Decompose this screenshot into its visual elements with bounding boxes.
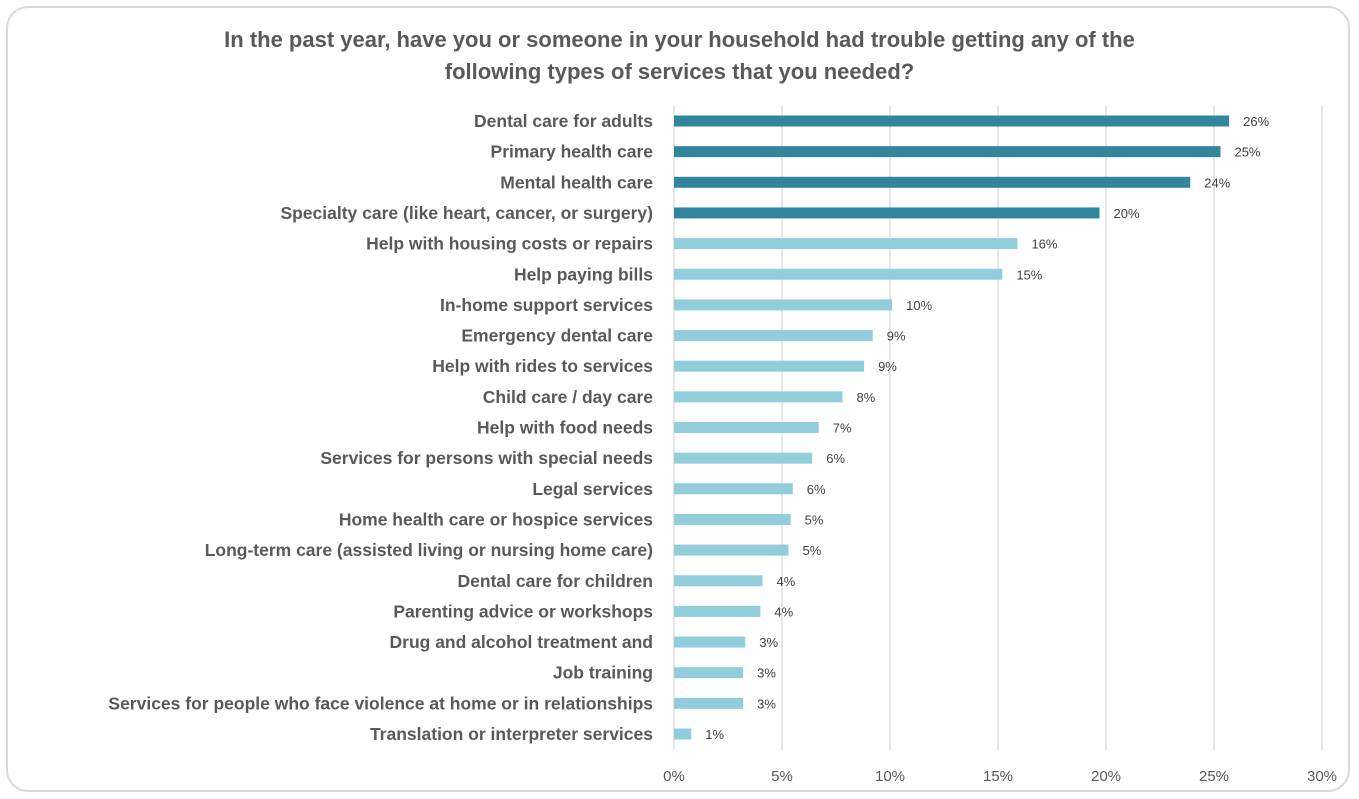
data-label: 26% bbox=[1243, 114, 1269, 129]
data-label: 25% bbox=[1234, 145, 1260, 160]
category-label: Primary health care bbox=[491, 142, 654, 162]
category-label: Dental care for children bbox=[458, 571, 653, 591]
category-label: Drug and alcohol treatment and bbox=[390, 632, 654, 652]
chart-title-line-1: In the past year, have you or someone in… bbox=[224, 27, 1135, 52]
data-label: 3% bbox=[757, 666, 776, 681]
x-tick-label: 20% bbox=[1091, 768, 1121, 785]
bar bbox=[674, 422, 819, 433]
bar bbox=[674, 697, 744, 709]
bar bbox=[674, 667, 744, 679]
x-tick-label: 25% bbox=[1199, 768, 1229, 785]
data-label: 3% bbox=[757, 696, 776, 711]
bar bbox=[674, 360, 865, 372]
bar bbox=[674, 513, 791, 525]
data-label: 7% bbox=[833, 421, 852, 436]
data-label: 4% bbox=[777, 574, 796, 589]
category-label: Legal services bbox=[532, 479, 653, 499]
data-label: 20% bbox=[1114, 206, 1140, 221]
category-label: Job training bbox=[553, 663, 653, 683]
category-label: Help with rides to services bbox=[432, 356, 653, 376]
bar bbox=[674, 176, 1191, 188]
category-label: Emergency dental care bbox=[461, 326, 653, 346]
bar bbox=[674, 238, 1018, 250]
category-label: Help with housing costs or repairs bbox=[366, 234, 653, 254]
bar bbox=[674, 636, 746, 648]
bar bbox=[674, 575, 763, 587]
x-tick-label: 10% bbox=[875, 768, 905, 785]
category-label: Long-term care (assisted living or nursi… bbox=[205, 540, 653, 560]
data-label: 6% bbox=[826, 451, 845, 466]
bar bbox=[674, 115, 1230, 127]
category-label: Specialty care (like heart, cancer, or s… bbox=[280, 203, 653, 223]
data-label: 6% bbox=[807, 482, 826, 497]
data-label: 1% bbox=[705, 727, 724, 742]
chart-title: In the past year, have you or someone in… bbox=[0, 24, 1359, 88]
bar bbox=[674, 207, 1100, 219]
bar bbox=[674, 146, 1221, 158]
category-label: Dental care for adults bbox=[474, 111, 653, 131]
category-label: Translation or interpreter services bbox=[370, 724, 653, 744]
category-label: Mental health care bbox=[500, 172, 653, 192]
category-label: Help with food needs bbox=[477, 418, 653, 438]
chart-title-line-2: following types of services that you nee… bbox=[444, 59, 915, 84]
data-label: 9% bbox=[887, 329, 906, 344]
x-tick-label: 30% bbox=[1307, 768, 1337, 785]
x-tick-label: 15% bbox=[983, 768, 1013, 785]
bar bbox=[674, 728, 692, 740]
data-label: 9% bbox=[878, 359, 897, 374]
bar bbox=[674, 605, 761, 617]
category-label: Services for persons with special needs bbox=[320, 448, 653, 468]
bar bbox=[674, 544, 789, 556]
x-tick-label: 5% bbox=[771, 768, 793, 785]
data-label: 10% bbox=[906, 298, 932, 313]
data-label: 16% bbox=[1031, 237, 1057, 252]
category-label: Parenting advice or workshops bbox=[393, 601, 653, 621]
category-label: Services for people who face violence at… bbox=[108, 693, 653, 713]
data-label: 3% bbox=[759, 635, 778, 650]
category-label: Help paying bills bbox=[514, 264, 653, 284]
bar bbox=[674, 268, 1003, 280]
data-label: 8% bbox=[856, 390, 875, 405]
category-label: Child care / day care bbox=[483, 387, 653, 407]
data-label: 5% bbox=[805, 512, 824, 527]
category-label: Home health care or hospice services bbox=[339, 509, 653, 529]
bar bbox=[674, 299, 893, 311]
data-label: 24% bbox=[1204, 175, 1230, 190]
data-label: 15% bbox=[1016, 267, 1042, 282]
data-label: 4% bbox=[774, 604, 793, 619]
bar bbox=[674, 330, 873, 342]
category-label: In-home support services bbox=[440, 295, 653, 315]
data-label: 5% bbox=[802, 543, 821, 558]
bar bbox=[674, 483, 793, 495]
bar bbox=[674, 452, 813, 464]
bar bbox=[674, 391, 843, 403]
x-tick-label: 0% bbox=[663, 768, 685, 785]
